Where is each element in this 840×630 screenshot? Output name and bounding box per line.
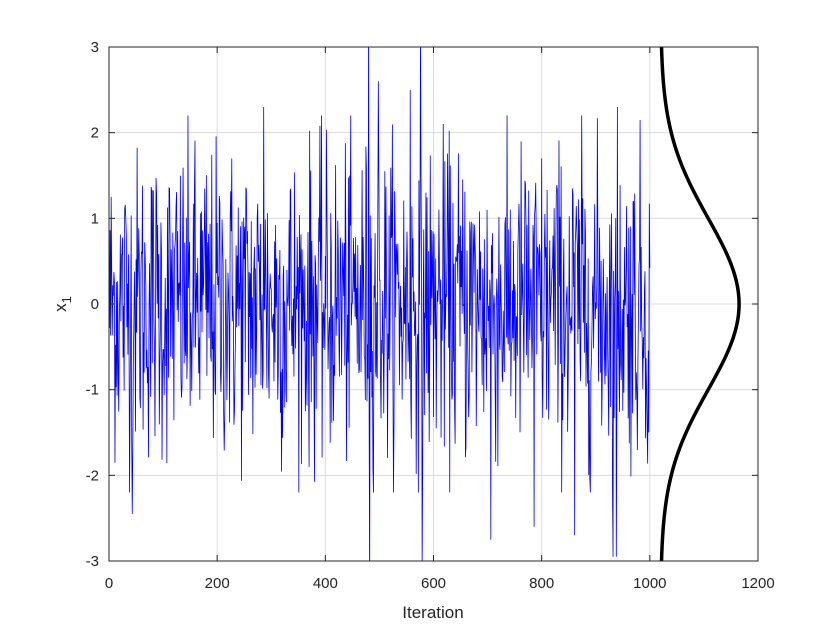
plot-content xyxy=(109,47,741,561)
y-tick-label: -2 xyxy=(86,467,99,484)
tick-marks xyxy=(108,46,759,562)
y-axis-label: x1 xyxy=(51,296,74,312)
y-tick-label: 3 xyxy=(91,39,99,56)
y-tick-label: 1 xyxy=(91,210,99,227)
trace-line xyxy=(109,47,651,561)
y-tick-label: -1 xyxy=(86,382,99,399)
x-tick-label: 400 xyxy=(313,575,338,592)
y-axis-label-subscript: 1 xyxy=(59,296,74,303)
x-tick-label: 800 xyxy=(529,575,554,592)
y-tick-label: 2 xyxy=(91,125,99,142)
x-tick-label: 200 xyxy=(205,575,230,592)
y-tick-labels: 3 2 1 0 -1 -2 -3 xyxy=(86,39,99,570)
density-curve xyxy=(659,47,741,561)
x-axis-label: Iteration xyxy=(402,603,463,622)
x-tick-label: 1200 xyxy=(741,575,774,592)
x-tick-label: 1000 xyxy=(633,575,666,592)
x-tick-labels: 0 200 400 600 800 1000 1200 xyxy=(105,575,775,592)
x-tick-label: 0 xyxy=(105,575,113,592)
x-tick-label: 600 xyxy=(421,575,446,592)
y-axis-label-main: x xyxy=(51,303,70,312)
y-tick-label: -3 xyxy=(86,553,99,570)
svg-text:x1: x1 xyxy=(51,296,74,312)
y-tick-label: 0 xyxy=(91,296,99,313)
